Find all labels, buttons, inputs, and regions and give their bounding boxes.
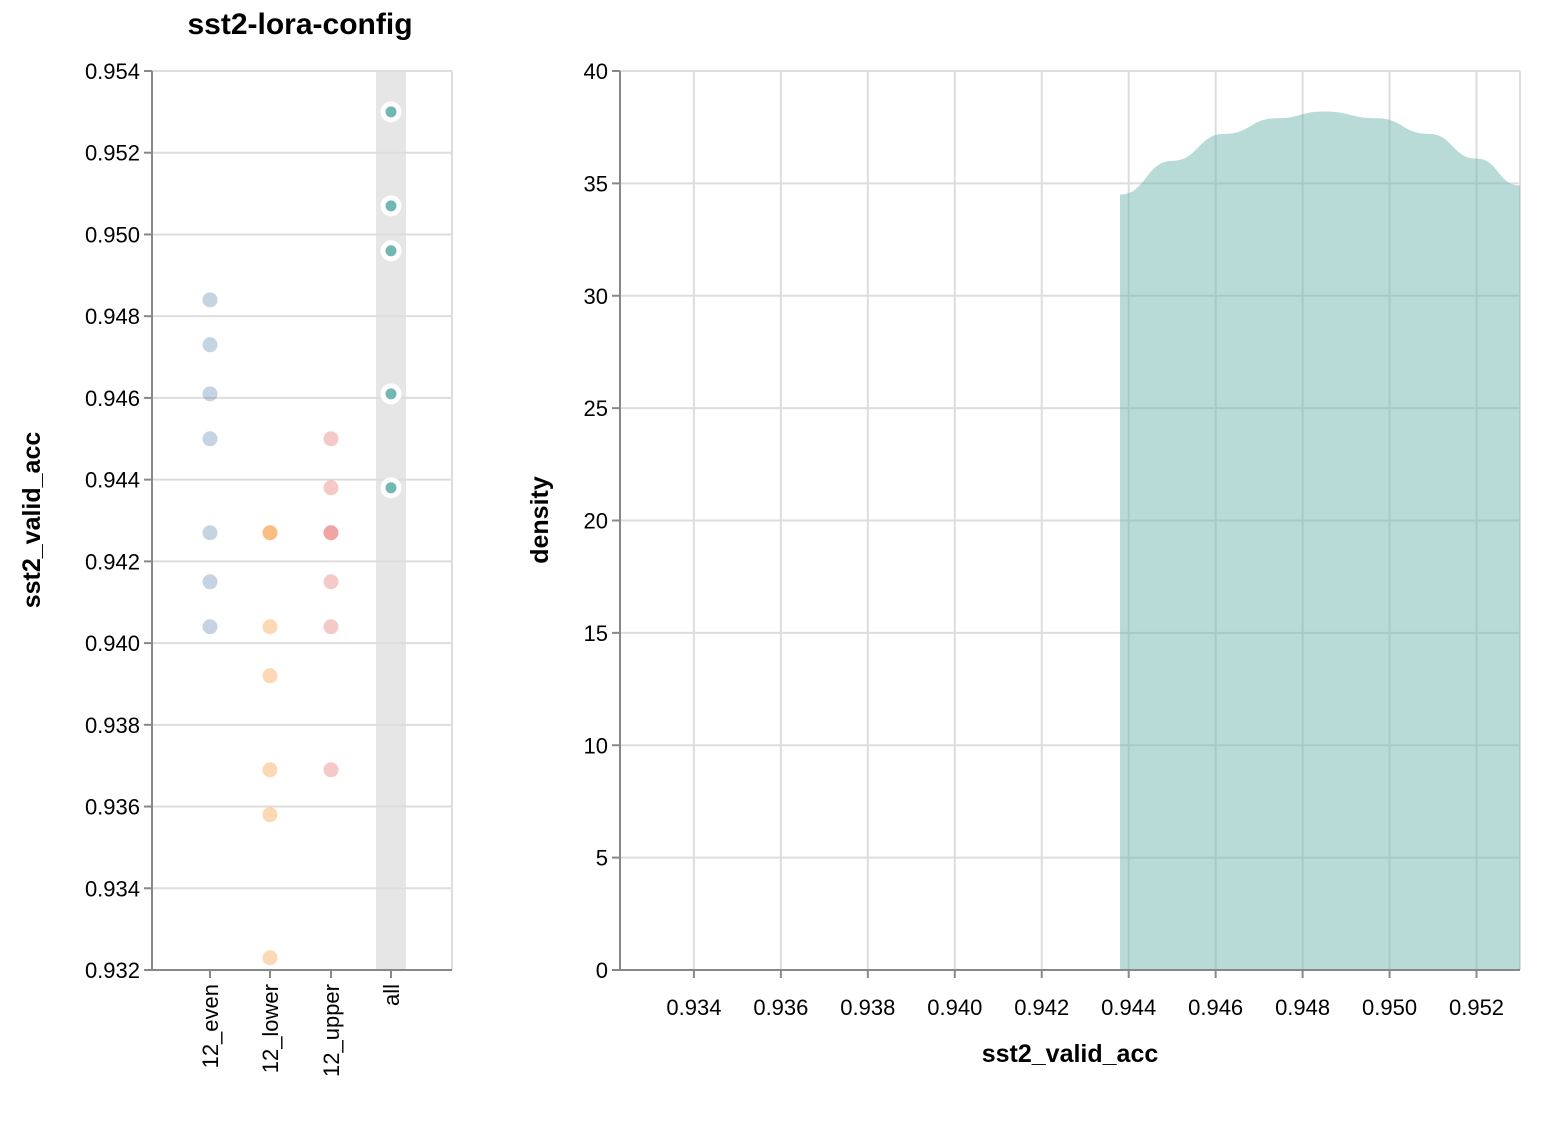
x-tick-label: 0.946 <box>1188 995 1243 1020</box>
y-tick-label: 0.932 <box>85 958 140 983</box>
y-tick-label: 10 <box>584 733 608 758</box>
x-tick-label: 12_even <box>198 984 223 1068</box>
y-tick-label: 0.938 <box>85 713 140 738</box>
y-tick-label: 5 <box>596 846 608 871</box>
data-point <box>380 383 402 405</box>
data-point <box>202 574 218 590</box>
x-tick-label: 0.940 <box>927 995 982 1020</box>
data-point <box>202 337 218 353</box>
y-tick-label: 25 <box>584 396 608 421</box>
data-point <box>380 101 402 123</box>
data-point <box>262 807 278 823</box>
data-point <box>380 195 402 217</box>
y-tick-label: 0.950 <box>85 222 140 247</box>
density-panel: 0 5 10 15 20 25 30 35 40 0.934 0.936 0.938 0.940 0.94… <box>584 59 1521 1020</box>
x-axis-label-right: sst2_valid_acc <box>982 1040 1159 1068</box>
data-point <box>323 574 339 590</box>
x-tick-label: 0.938 <box>840 995 895 1020</box>
density-area <box>1120 111 1520 970</box>
scatter-panel: 0.932 0.934 0.936 0.938 0.940 0.942 0.944 0.946… <box>85 59 453 1077</box>
y-tick-label: 0.946 <box>85 386 140 411</box>
y-tick-label: 20 <box>584 509 608 534</box>
chart-title: sst2-lora-config <box>187 8 412 41</box>
data-point <box>323 480 339 496</box>
y-tick-label: 0.954 <box>85 59 140 84</box>
data-point <box>262 619 278 635</box>
data-point <box>380 477 402 499</box>
data-point <box>202 525 218 541</box>
data-point <box>323 762 339 778</box>
highlight-band <box>376 71 406 970</box>
x-tick-label: 0.950 <box>1362 995 1417 1020</box>
y-axis-label-right: density <box>526 476 554 564</box>
y-tick-label: 30 <box>584 284 608 309</box>
y-tick-label: 0.936 <box>85 795 140 820</box>
data-point <box>262 668 278 684</box>
data-point <box>202 386 218 402</box>
y-tick-label: 0.948 <box>85 304 140 329</box>
data-point <box>202 431 218 447</box>
data-point <box>323 619 339 635</box>
data-point <box>323 525 339 541</box>
y-tick-label: 40 <box>584 59 608 84</box>
data-point <box>323 525 339 541</box>
x-tick-label: 0.952 <box>1449 995 1504 1020</box>
x-tick-label: 0.936 <box>753 995 808 1020</box>
y-tick-label: 0.944 <box>85 468 140 493</box>
x-tick-label: all <box>379 984 404 1006</box>
data-point <box>262 525 278 541</box>
data-point <box>262 762 278 778</box>
data-point <box>202 292 218 308</box>
x-tick-label: 0.942 <box>1014 995 1069 1020</box>
data-point <box>262 950 278 966</box>
y-tick-label: 0.942 <box>85 549 140 574</box>
y-tick-label: 0 <box>596 958 608 983</box>
data-point <box>202 619 218 635</box>
x-tick-label: 12_upper <box>319 984 344 1077</box>
data-point <box>323 431 339 447</box>
x-tick-label: 0.944 <box>1101 995 1156 1020</box>
y-tick-label: 0.934 <box>85 876 140 901</box>
data-point <box>380 240 402 262</box>
y-tick-label: 35 <box>584 171 608 196</box>
x-tick-label: 12_lower <box>258 984 283 1073</box>
y-axis-label-left: sst2_valid_acc <box>18 432 46 609</box>
y-tick-label: 0.940 <box>85 631 140 656</box>
x-tick-label: 0.934 <box>666 995 721 1020</box>
data-point <box>262 525 278 541</box>
y-tick-label: 15 <box>584 621 608 646</box>
x-tick-label: 0.948 <box>1275 995 1330 1020</box>
y-tick-label: 0.952 <box>85 141 140 166</box>
